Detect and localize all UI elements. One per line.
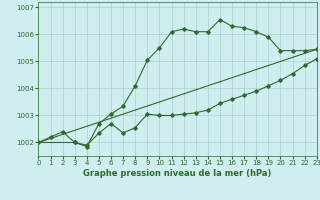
X-axis label: Graphe pression niveau de la mer (hPa): Graphe pression niveau de la mer (hPa) xyxy=(84,169,272,178)
